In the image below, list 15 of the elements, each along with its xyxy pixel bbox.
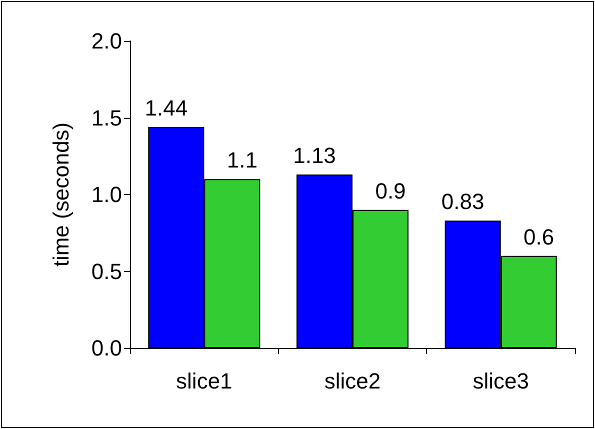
data-label: 1.44 xyxy=(144,95,188,120)
y-tick-label: 0.5 xyxy=(91,258,122,284)
data-label: 0.83 xyxy=(441,189,484,214)
y-tick-label: 1.5 xyxy=(91,105,122,130)
x-tick-label: slice1 xyxy=(176,368,232,394)
data-label: 1.13 xyxy=(293,143,336,168)
x-tick-label: slice2 xyxy=(324,368,381,394)
y-tick-label: 0.0 xyxy=(91,336,122,360)
y-tick-label: 2.0 xyxy=(91,28,122,54)
data-label: 0.9 xyxy=(375,178,406,204)
data-label: 1.1 xyxy=(226,148,258,173)
x-tick-label: slice3 xyxy=(472,368,529,394)
y-axis-title: time (seconds) xyxy=(48,122,74,267)
data-label: 0.6 xyxy=(524,224,554,250)
y-tick-label: 1.0 xyxy=(91,182,122,207)
